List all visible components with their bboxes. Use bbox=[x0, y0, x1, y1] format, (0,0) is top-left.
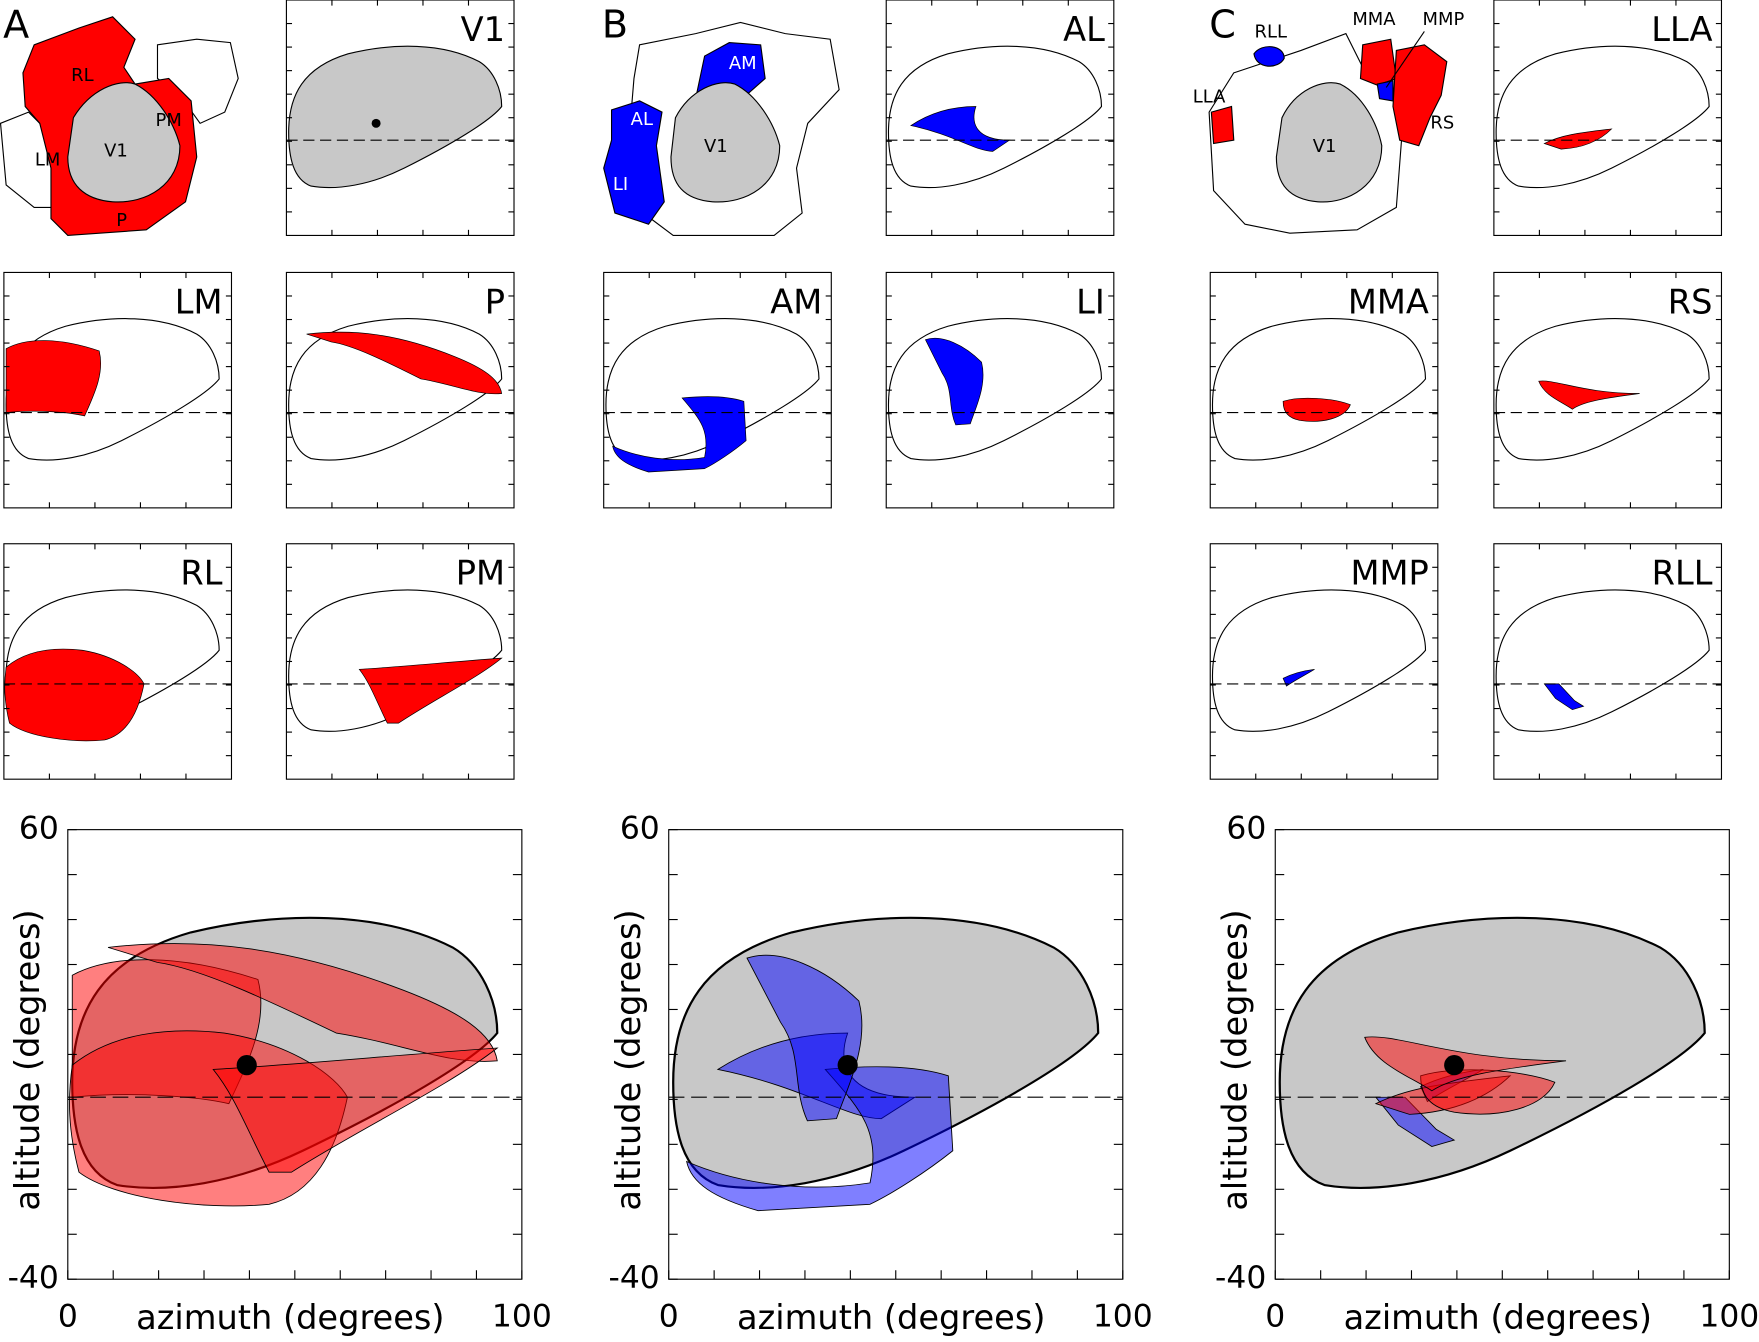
y-axis-label: altitude (degrees) bbox=[609, 909, 648, 1210]
y-axis-label: altitude (degrees) bbox=[8, 909, 47, 1210]
inset-title: AL bbox=[1063, 10, 1105, 49]
center-dot bbox=[236, 1055, 257, 1076]
inset-title: MMA bbox=[1348, 282, 1429, 321]
area-label: V1 bbox=[1313, 136, 1337, 157]
area-label: P bbox=[116, 210, 127, 231]
panel-letter: B bbox=[602, 2, 628, 46]
x-tick-label: 100 bbox=[492, 1298, 552, 1334]
x-tick-label: 0 bbox=[659, 1298, 679, 1334]
inset-panel: LM bbox=[3, 271, 233, 509]
inset-panel: P bbox=[285, 271, 515, 509]
inset-title: RL bbox=[180, 554, 222, 593]
inset-panel: RS bbox=[1493, 271, 1723, 509]
area-label: V1 bbox=[704, 136, 728, 157]
y-tick-label: -40 bbox=[1215, 1260, 1266, 1296]
inset-panel: MMA bbox=[1209, 271, 1439, 509]
panel-letter: C bbox=[1209, 2, 1236, 46]
area-label: LLA bbox=[1193, 87, 1226, 108]
inset-title: LM bbox=[175, 282, 223, 321]
inset-panel: MMP bbox=[1209, 543, 1439, 780]
area-label: RLL bbox=[1255, 22, 1287, 43]
chart: -40 60 0 100 azimuth (degrees) altitude (degr… bbox=[1215, 811, 1759, 1337]
center-dot bbox=[837, 1055, 858, 1076]
area-label: LI bbox=[613, 174, 628, 195]
area-label: MMA bbox=[1352, 9, 1396, 30]
inset-title: V1 bbox=[461, 10, 505, 49]
area-label: PM bbox=[156, 110, 182, 131]
y-tick-label: 60 bbox=[19, 811, 59, 847]
inset-panel: RLL bbox=[1493, 543, 1723, 780]
inset-title: RS bbox=[1668, 282, 1713, 321]
x-tick-label: 0 bbox=[58, 1298, 78, 1334]
inset-panel: RL bbox=[3, 543, 233, 780]
y-tick-label: 60 bbox=[1226, 811, 1266, 847]
chart: -40 60 0 100 azimuth (degrees) altitude (degr… bbox=[609, 811, 1153, 1337]
x-tick-label: 0 bbox=[1265, 1298, 1285, 1334]
x-axis-label: azimuth (degrees) bbox=[737, 1298, 1045, 1337]
center-dot bbox=[371, 118, 381, 128]
inset-title: LI bbox=[1076, 282, 1105, 321]
inset-panel: LLA bbox=[1493, 0, 1723, 236]
x-axis-label: azimuth (degrees) bbox=[136, 1298, 444, 1337]
inset-title: P bbox=[485, 282, 505, 321]
inset-panel: AM bbox=[603, 271, 832, 509]
inset-panel: LI bbox=[885, 271, 1115, 509]
inset-panel: AL bbox=[885, 0, 1115, 236]
area-map-c bbox=[1208, 31, 1448, 234]
x-axis-label: azimuth (degrees) bbox=[1344, 1298, 1652, 1337]
area-map-b bbox=[603, 21, 840, 236]
inset-title: PM bbox=[456, 554, 505, 593]
inset-title: RLL bbox=[1652, 554, 1713, 593]
inset-title: MMP bbox=[1351, 554, 1429, 593]
y-tick-label: 60 bbox=[620, 811, 660, 847]
area-map-a bbox=[0, 16, 239, 237]
x-tick-label: 100 bbox=[1699, 1298, 1759, 1334]
center-dot bbox=[1444, 1055, 1465, 1076]
inset-panel: V1 bbox=[285, 0, 515, 236]
area-label: LM bbox=[35, 149, 60, 170]
panel-letter: A bbox=[3, 2, 29, 46]
inset-title: AM bbox=[770, 282, 822, 321]
area-label: RL bbox=[71, 65, 93, 86]
y-tick-label: -40 bbox=[8, 1260, 59, 1296]
area-label: V1 bbox=[104, 140, 128, 161]
inset-title: LLA bbox=[1651, 10, 1712, 49]
labels: A B C RL PM LM V1 P AM AL V1 LI RLL MMA … bbox=[3, 2, 1464, 230]
x-tick-label: 100 bbox=[1093, 1298, 1153, 1334]
area-label: AM bbox=[729, 53, 757, 74]
chart: -40 60 0 100 azimuth (degrees) altitude (degr… bbox=[8, 811, 552, 1337]
y-axis-label: altitude (degrees) bbox=[1216, 909, 1255, 1210]
area-label: RS bbox=[1430, 112, 1454, 133]
y-tick-label: -40 bbox=[609, 1260, 660, 1296]
inset-panel: PM bbox=[285, 543, 515, 780]
area-label: MMP bbox=[1423, 9, 1465, 30]
area-label: AL bbox=[631, 109, 653, 130]
coverage-region bbox=[5, 339, 102, 417]
